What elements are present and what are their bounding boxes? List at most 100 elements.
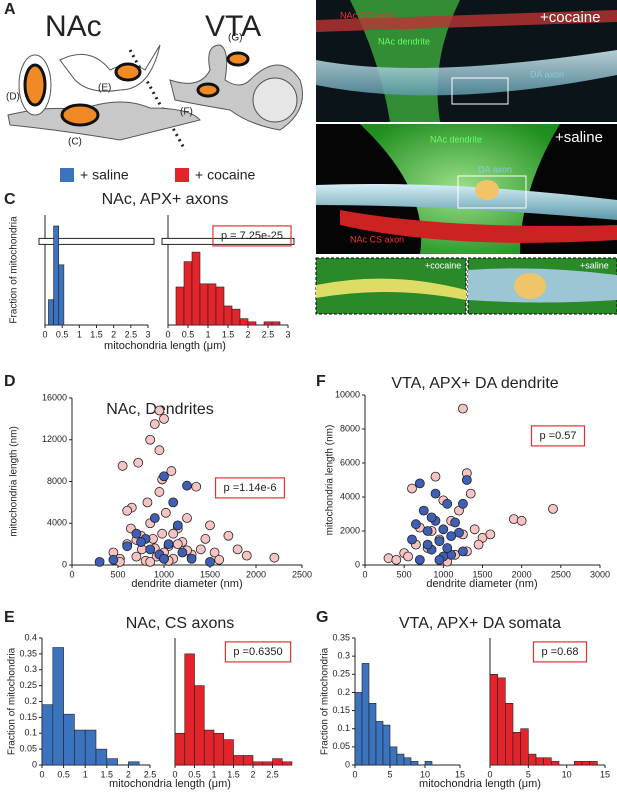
inset-render bbox=[514, 273, 546, 299]
point bbox=[430, 471, 441, 482]
y-tick-label: 8000 bbox=[47, 476, 67, 486]
y-tick-label: 0.3 bbox=[337, 651, 350, 661]
y-tick-label: 0.15 bbox=[19, 712, 37, 722]
point bbox=[159, 553, 169, 564]
y-tick-label: 16000 bbox=[42, 392, 67, 402]
y-tick-label: 0.15 bbox=[332, 705, 350, 715]
point bbox=[168, 528, 179, 539]
site-label: (G) bbox=[228, 33, 242, 44]
y-tick-label: 0.2 bbox=[337, 687, 350, 697]
bar bbox=[175, 286, 185, 326]
x-tick-label: 3000 bbox=[590, 569, 610, 579]
point bbox=[159, 413, 169, 424]
mitochondrion bbox=[226, 51, 250, 67]
point bbox=[177, 547, 188, 558]
x-tick-label: 2.5 bbox=[262, 329, 275, 339]
condition-tag: +cocaine bbox=[540, 9, 600, 26]
bar bbox=[271, 321, 281, 326]
point bbox=[458, 546, 468, 557]
x-tick-label: 5 bbox=[387, 769, 392, 779]
point bbox=[391, 555, 402, 565]
x-axis-label: mitochondria length (μm) bbox=[419, 778, 541, 790]
bar bbox=[213, 732, 225, 766]
inset-tag: +cocaine bbox=[425, 260, 461, 270]
site-label: (E) bbox=[98, 83, 111, 94]
x-tick-label: 2 bbox=[126, 769, 131, 779]
y-axis-label: mitochondria length (nm) bbox=[325, 425, 336, 536]
axon-render bbox=[316, 50, 617, 96]
y-tick-label: 0.25 bbox=[19, 680, 37, 690]
bar bbox=[581, 761, 590, 766]
x-tick-label: 1500 bbox=[472, 569, 492, 579]
bar bbox=[52, 647, 64, 766]
point bbox=[223, 530, 234, 541]
inset-box bbox=[451, 77, 509, 105]
bar bbox=[242, 755, 254, 766]
bar bbox=[53, 225, 60, 326]
point bbox=[133, 457, 144, 468]
y-tick-label: 6000 bbox=[340, 457, 360, 467]
bar bbox=[215, 286, 225, 326]
bar bbox=[489, 673, 498, 766]
point bbox=[434, 555, 445, 565]
nucleus bbox=[252, 77, 298, 123]
point bbox=[407, 534, 417, 545]
bar bbox=[272, 758, 283, 766]
p-value-box bbox=[214, 477, 286, 499]
legend-label: + cocaine bbox=[195, 167, 256, 183]
point bbox=[473, 539, 484, 550]
panel-a: A NAc VTA (D) (E) (C) (F) (G) bbox=[4, 1, 303, 151]
bar bbox=[191, 251, 201, 326]
bar bbox=[223, 739, 234, 766]
x-tick-label: 0 bbox=[39, 769, 44, 779]
point bbox=[434, 536, 445, 547]
panel-label: A bbox=[4, 1, 16, 18]
bar bbox=[543, 757, 552, 766]
point bbox=[145, 544, 156, 555]
y-tick-label: 0 bbox=[345, 759, 350, 769]
bar bbox=[199, 283, 209, 326]
bar bbox=[520, 728, 529, 766]
panel-label: E bbox=[4, 609, 15, 626]
bar bbox=[263, 321, 273, 326]
x-tick-label: 2000 bbox=[246, 569, 266, 579]
point bbox=[209, 547, 220, 558]
point bbox=[407, 483, 417, 494]
y-axis-label: Fraction of mitochondria bbox=[7, 647, 18, 755]
point bbox=[205, 520, 215, 531]
p-value: p =1.14e-6 bbox=[224, 482, 277, 494]
x-tick-label: 500 bbox=[397, 569, 412, 579]
point bbox=[214, 554, 225, 565]
panel-label: F bbox=[316, 373, 326, 390]
point bbox=[430, 488, 441, 499]
y-tick-label: 4000 bbox=[47, 518, 67, 528]
y-tick-label: 0 bbox=[32, 759, 37, 769]
point bbox=[136, 537, 146, 547]
x-tick-label: 2.5 bbox=[125, 329, 138, 339]
p-value-box bbox=[532, 641, 588, 663]
bar bbox=[497, 677, 506, 766]
bar bbox=[361, 663, 370, 766]
x-tick-label: 2000 bbox=[512, 569, 532, 579]
mitochondrion bbox=[196, 82, 220, 98]
point bbox=[403, 551, 413, 562]
x-tick-label: 1.5 bbox=[90, 329, 103, 339]
y-tick-label: 0.35 bbox=[332, 632, 350, 642]
y-tick-label: 0.05 bbox=[332, 741, 350, 751]
y-tick-label: 8000 bbox=[340, 423, 360, 433]
point bbox=[241, 550, 252, 561]
bar bbox=[574, 761, 583, 766]
x-tick-label: 15 bbox=[455, 769, 465, 779]
bar bbox=[535, 757, 544, 766]
y-tick-label: 0.2 bbox=[24, 696, 37, 706]
bar bbox=[389, 746, 398, 766]
chart-title: VTA, APX+ DA dendrite bbox=[391, 375, 558, 392]
bar bbox=[528, 753, 537, 766]
y-tick-label: 0 bbox=[62, 559, 67, 569]
x-tick-label: 0.5 bbox=[57, 769, 70, 779]
x-tick-label: 1000 bbox=[154, 569, 174, 579]
legend-swatch bbox=[60, 168, 74, 182]
mitochondrion bbox=[114, 62, 142, 82]
bar bbox=[231, 308, 241, 326]
point bbox=[149, 513, 160, 523]
